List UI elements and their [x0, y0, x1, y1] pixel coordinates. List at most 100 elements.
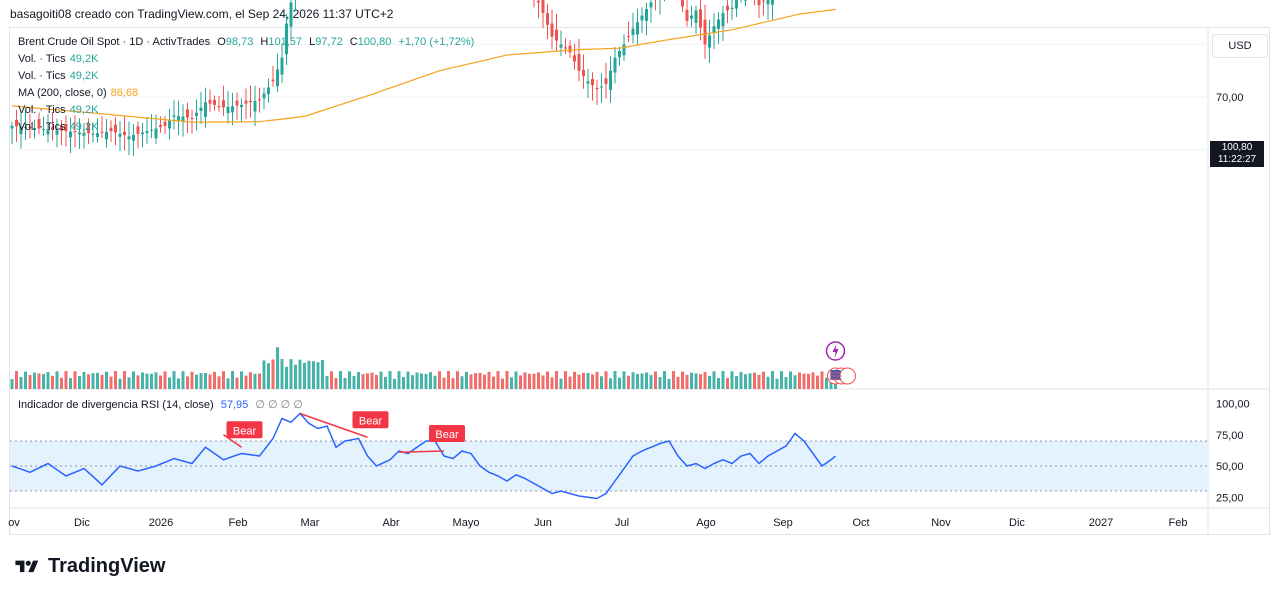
candle-body [708, 35, 711, 48]
rsi-tick-label: 25,00 [1216, 492, 1244, 504]
candle-body [217, 106, 221, 108]
volume-bar [712, 371, 716, 389]
volume-bar [483, 374, 486, 389]
volume-bar [411, 375, 414, 389]
volume-bar [136, 375, 140, 389]
volume-bar [636, 373, 639, 389]
candle-body [235, 100, 239, 106]
candle-body [33, 128, 36, 130]
volume-bar [744, 374, 747, 389]
legend-row-ma[interactable]: MA (200, close, 0) 86,68 [18, 85, 478, 102]
us-flag-icon[interactable] [839, 367, 856, 385]
legend-row-label: Vol. · Tics [18, 104, 66, 116]
volume-bar [82, 371, 86, 389]
volume-bar [474, 373, 477, 389]
time-tick-label: Oct [852, 517, 869, 529]
volume-bar [91, 373, 95, 389]
rsi-line [11, 412, 836, 500]
legend-row-label: Vol. · Tics [18, 70, 66, 82]
candle-body [181, 116, 185, 122]
volume-bar [37, 373, 41, 389]
chart-frame[interactable] [9, 27, 1270, 535]
volume-bar [690, 372, 693, 389]
candle-body [564, 47, 567, 49]
candle-body [208, 99, 212, 104]
candle-body [712, 26, 716, 34]
volume-bar [640, 373, 644, 389]
tradingview-logo[interactable]: TradingView [12, 555, 165, 578]
tradingview-logo-icon [15, 560, 39, 572]
candle-body [541, 0, 545, 14]
time-tick-label: Feb [229, 517, 248, 529]
rsi-legend[interactable]: Indicador de divergencia RSI (14, close)… [18, 397, 307, 414]
time-tick-label: Jun [534, 517, 552, 529]
candle-body [258, 99, 261, 101]
candle-body [640, 15, 644, 21]
legend-low-value: 97,72 [315, 36, 343, 48]
candle-body [159, 125, 162, 128]
currency-button[interactable]: USD [1212, 34, 1268, 58]
candle-body [100, 131, 104, 133]
volume-bar [186, 376, 189, 389]
volume-bar [321, 360, 324, 389]
volume-bar [141, 372, 144, 389]
volume-bar [487, 371, 491, 389]
time-tick-label: Sep [773, 517, 793, 529]
volume-bar [784, 377, 788, 389]
volume-bar [537, 372, 540, 389]
candle-body [591, 78, 594, 86]
candle-body [271, 79, 275, 82]
volume-bar [352, 375, 356, 389]
candle-body [24, 127, 27, 129]
volume-bar [24, 371, 27, 389]
legend-row-1[interactable]: Vol. · Tics 49,2K [18, 51, 478, 68]
time-tick-label: Abr [382, 517, 399, 529]
candle-body [730, 7, 734, 9]
time-tick-label: Mayo [453, 517, 480, 529]
volume-bar [280, 359, 284, 389]
volume-bar [523, 372, 527, 389]
candle-body [604, 78, 608, 84]
volume-bar [672, 371, 675, 389]
volume-bar [708, 375, 711, 389]
candle-body [60, 125, 63, 131]
legend-symbol[interactable]: Brent Crude Oil Spot · 1D · ActivTrades [18, 36, 211, 48]
volume-bar [721, 371, 725, 389]
legend-row-5[interactable]: Vol. · Tics 49,2K [18, 119, 478, 136]
rsi-legend-extra: ∅ ∅ ∅ ∅ [255, 399, 303, 411]
last-price-value: 100,80 [1221, 142, 1253, 153]
candle-body [253, 100, 257, 112]
volume-bar [190, 371, 194, 389]
volume-bar [406, 371, 410, 389]
legend-row-value: 49,2K [69, 121, 99, 133]
bear-divergence-badge[interactable] [429, 425, 465, 442]
candle-body [64, 124, 68, 132]
volume-bar [645, 372, 648, 389]
candle-body [550, 23, 554, 37]
candle-body [28, 127, 32, 129]
volume-bar [244, 375, 248, 389]
volume-bar [145, 373, 149, 389]
candle-body [19, 126, 23, 135]
bear-divergence-badge[interactable] [352, 411, 389, 429]
rsi-tick-label: 100,00 [1216, 399, 1250, 411]
candle-body [595, 87, 599, 90]
volume-bar [820, 371, 824, 389]
bear-divergence-badge[interactable] [226, 421, 263, 439]
tradingview-logo-text: TradingView [48, 555, 166, 577]
rsi-tick-label: 50,00 [1216, 461, 1244, 473]
volume-bar [793, 375, 797, 389]
candle-body [244, 100, 248, 104]
volume-bar [177, 378, 180, 389]
legend-row-4[interactable]: Vol. · Tics 49,2K [18, 102, 478, 119]
volume-bar [433, 375, 437, 389]
candle-body [280, 57, 284, 75]
legend-close-label: C [349, 36, 358, 48]
legend-row-2[interactable]: Vol. · Tics 49,2K [18, 68, 478, 85]
candle-body [240, 104, 243, 108]
candle-body [631, 28, 635, 36]
volume-bar [739, 372, 743, 389]
volume-bar [501, 378, 504, 389]
candle-body [609, 70, 612, 90]
